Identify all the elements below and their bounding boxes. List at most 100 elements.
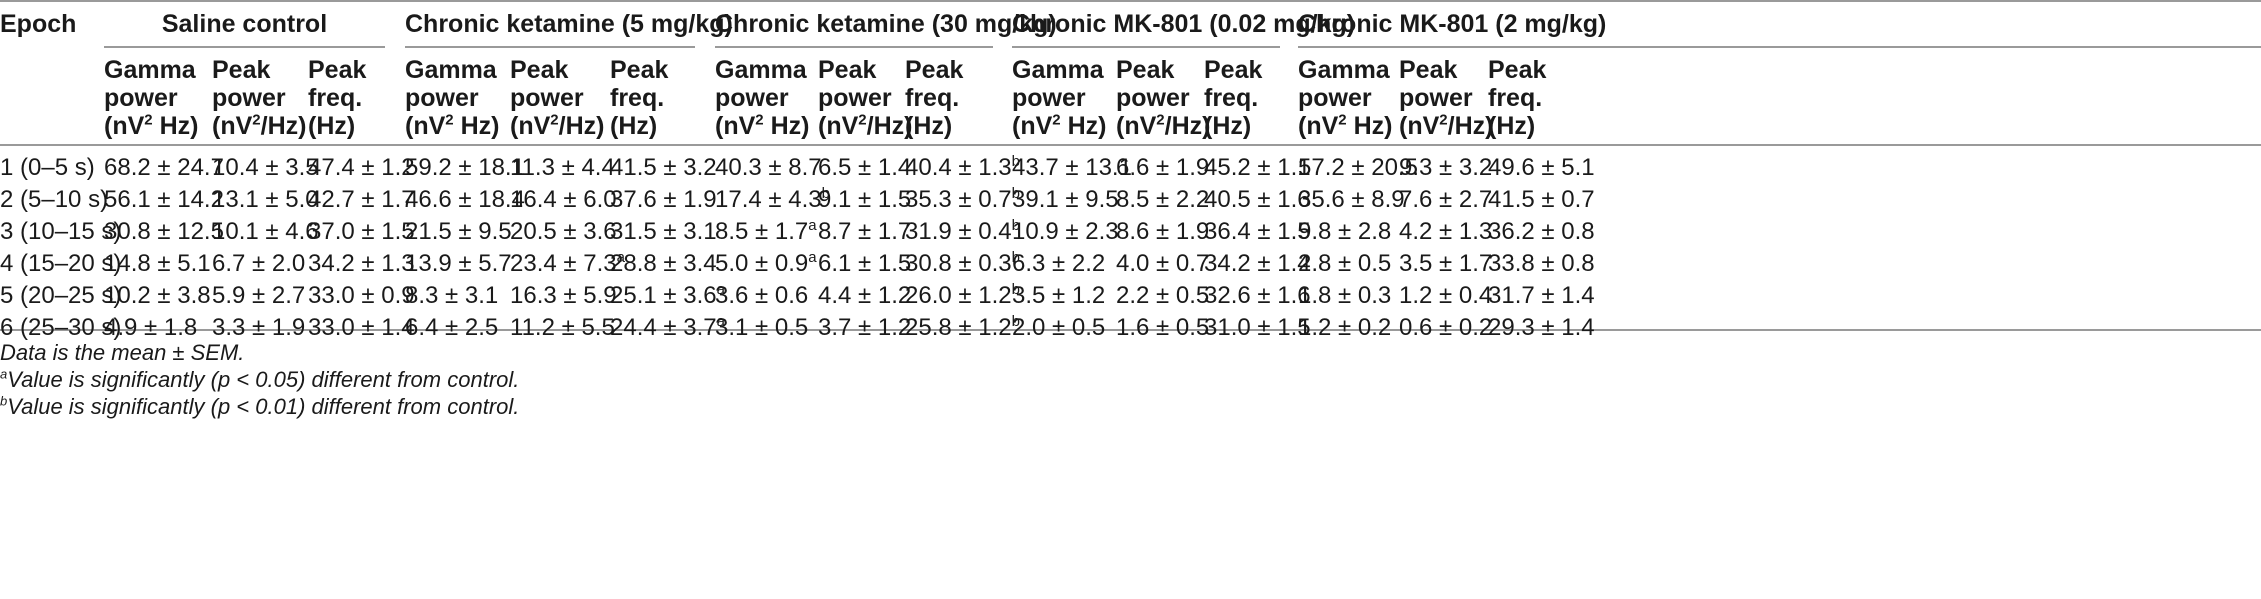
table-cell: 40.4 ± 1.3b xyxy=(905,153,1020,181)
column-header: Peak power (nV2/Hz) xyxy=(212,56,306,140)
table-cell: 25.1 ± 3.6a xyxy=(610,281,725,309)
column-header-line: Peak xyxy=(1399,56,1458,84)
table-cell: 16.4 ± 6.0 xyxy=(510,186,617,213)
table-cell: 42.7 ± 1.7 xyxy=(308,186,415,213)
table-cell: 13.1 ± 5.0 xyxy=(212,186,319,213)
significance-marker: b xyxy=(1011,281,1020,298)
table-cell: 2.0 ± 0.5 xyxy=(1012,314,1106,341)
column-header-line: Gamma xyxy=(405,56,497,84)
table-cell: 3.5 ± 1.2 xyxy=(1012,282,1106,309)
table-cell: 39.1 ± 9.5 xyxy=(1012,186,1119,213)
column-header-line: Peak xyxy=(1488,56,1547,84)
table-cell: 41.5 ± 3.2 xyxy=(610,154,717,181)
epoch-label: 4 (15–20 s) xyxy=(0,250,122,277)
table-cell: 35.6 ± 8.9 xyxy=(1298,186,1405,213)
significance-marker: b xyxy=(1011,185,1020,202)
table-cell: 35.3 ± 0.7b xyxy=(905,185,1020,213)
table-cell: 32.6 ± 1.6 xyxy=(1204,282,1311,309)
column-header-line: Peak xyxy=(1204,56,1263,84)
table-cell: 3.6 ± 0.6 xyxy=(715,282,809,309)
column-header-line: freq. xyxy=(1488,84,1543,112)
column-header-line: Peak xyxy=(905,56,964,84)
table-cell: 5.0 ± 0.9a xyxy=(715,249,817,277)
table-cell: 36.4 ± 1.5 xyxy=(1204,218,1311,245)
column-header-line: power xyxy=(818,84,892,112)
table-cell: 30.8 ± 12.5 xyxy=(104,218,224,245)
column-header-unit: (nV2 Hz) xyxy=(405,111,500,140)
table-cell: 59.2 ± 18.1 xyxy=(405,154,525,181)
column-header: Gamma power (nV2 Hz) xyxy=(104,56,198,140)
table-cell: 25.8 ± 1.2b xyxy=(905,313,1020,341)
table-cell: 4.0 ± 0.7 xyxy=(1116,250,1210,277)
table-cell: 33.8 ± 0.8 xyxy=(1488,250,1595,277)
column-header-line: freq. xyxy=(308,84,363,112)
table-cell: 20.5 ± 3.6 xyxy=(510,218,617,245)
epoch-label: 1 (0–5 s) xyxy=(0,154,95,181)
table-cell: 8.3 ± 3.1 xyxy=(405,282,499,309)
column-header-line: Peak xyxy=(818,56,877,84)
column-header-line: Peak xyxy=(1116,56,1175,84)
significance-marker: a xyxy=(808,217,817,234)
significance-marker: b xyxy=(1011,249,1020,266)
epoch-label: 2 (5–10 s) xyxy=(0,186,109,213)
table-cell: 4.4 ± 1.2 xyxy=(818,282,912,309)
column-header-unit: (Hz) xyxy=(610,112,658,140)
column-header-line: power xyxy=(715,84,789,112)
column-header-unit: (Hz) xyxy=(308,112,356,140)
footnote-marker: a xyxy=(0,366,8,382)
table-cell: 4.2 ± 1.3 xyxy=(1399,218,1493,245)
table-cell: 33.0 ± 0.9 xyxy=(308,282,415,309)
significance-marker: a xyxy=(808,249,817,266)
table-cell: 40.3 ± 8.7 xyxy=(715,154,822,181)
column-header-unit: (nV2/Hz) xyxy=(1116,111,1211,140)
group-underline xyxy=(1298,46,2261,48)
table-cell: 13.9 ± 5.7 xyxy=(405,250,512,277)
table-cell: 6.6 ± 1.9 xyxy=(1116,154,1210,181)
superscript: 2 xyxy=(1156,111,1165,129)
column-header: Gamma power (nV2 Hz) xyxy=(405,56,499,140)
group-header: Chronic MK-801 (0.02 mg/kg) xyxy=(1012,10,1356,38)
superscript: 2 xyxy=(445,111,454,129)
column-header-line: Gamma xyxy=(1298,56,1390,84)
table-cell: 41.5 ± 0.7 xyxy=(1488,186,1595,213)
table-cell: 45.2 ± 1.1 xyxy=(1204,154,1311,181)
table-cell: 36.2 ± 0.8 xyxy=(1488,218,1595,245)
footnote-marker: b xyxy=(0,393,8,409)
table-cell: 68.2 ± 24.7 xyxy=(104,154,224,181)
column-header-line: power xyxy=(405,84,479,112)
table-cell: 2.8 ± 0.5 xyxy=(1298,250,1392,277)
column-header-line: Gamma xyxy=(1012,56,1104,84)
column-header-line: Peak xyxy=(212,56,271,84)
table-cell: 43.7 ± 13.1 xyxy=(1012,154,1132,181)
table-cell: 21.5 ± 9.5 xyxy=(405,218,512,245)
table-cell: 31.9 ± 0.4b xyxy=(905,217,1020,245)
group-underline xyxy=(1012,46,1280,48)
significance-marker: b xyxy=(1011,217,1020,234)
table-cell: 6.5 ± 1.4 xyxy=(818,154,912,181)
column-header-line: freq. xyxy=(1204,84,1259,112)
column-header: Peak power (nV2/Hz) xyxy=(818,56,912,140)
column-header-unit: (nV2/Hz) xyxy=(1399,111,1494,140)
table-cell: 9.8 ± 2.8 xyxy=(1298,218,1392,245)
column-header: Peak freq. (Hz) xyxy=(610,56,668,140)
table-cell: 6.3 ± 2.2 xyxy=(1012,250,1106,277)
table-cell: 3.1 ± 0.5 xyxy=(715,314,809,341)
table-cell: 9.1 ± 1.5 xyxy=(818,186,912,213)
table-cell: 56.1 ± 14.2 xyxy=(104,186,224,213)
table-cell: 5.9 ± 2.7 xyxy=(212,282,306,309)
column-header: Peak freq. (Hz) xyxy=(308,56,366,140)
superscript: 2 xyxy=(550,111,559,129)
table-cell: 10.9 ± 2.3 xyxy=(1012,218,1119,245)
column-header-unit: (Hz) xyxy=(905,112,953,140)
table-cell: 10.4 ± 3.5 xyxy=(212,154,319,181)
table-cell: 1.2 ± 0.4 xyxy=(1399,282,1493,309)
superscript: 2 xyxy=(144,111,153,129)
column-header-line: power xyxy=(212,84,286,112)
superscript: 2 xyxy=(1439,111,1448,129)
table-cell: 8.5 ± 2.2 xyxy=(1116,186,1210,213)
table-cell: 17.4 ± 4.3b xyxy=(715,185,830,213)
table-cell: 31.0 ± 1.5 xyxy=(1204,314,1311,341)
column-header-unit: (nV2/Hz) xyxy=(510,111,605,140)
epoch-label: 6 (25–30 s) xyxy=(0,314,122,341)
column-header-line: Gamma xyxy=(104,56,196,84)
